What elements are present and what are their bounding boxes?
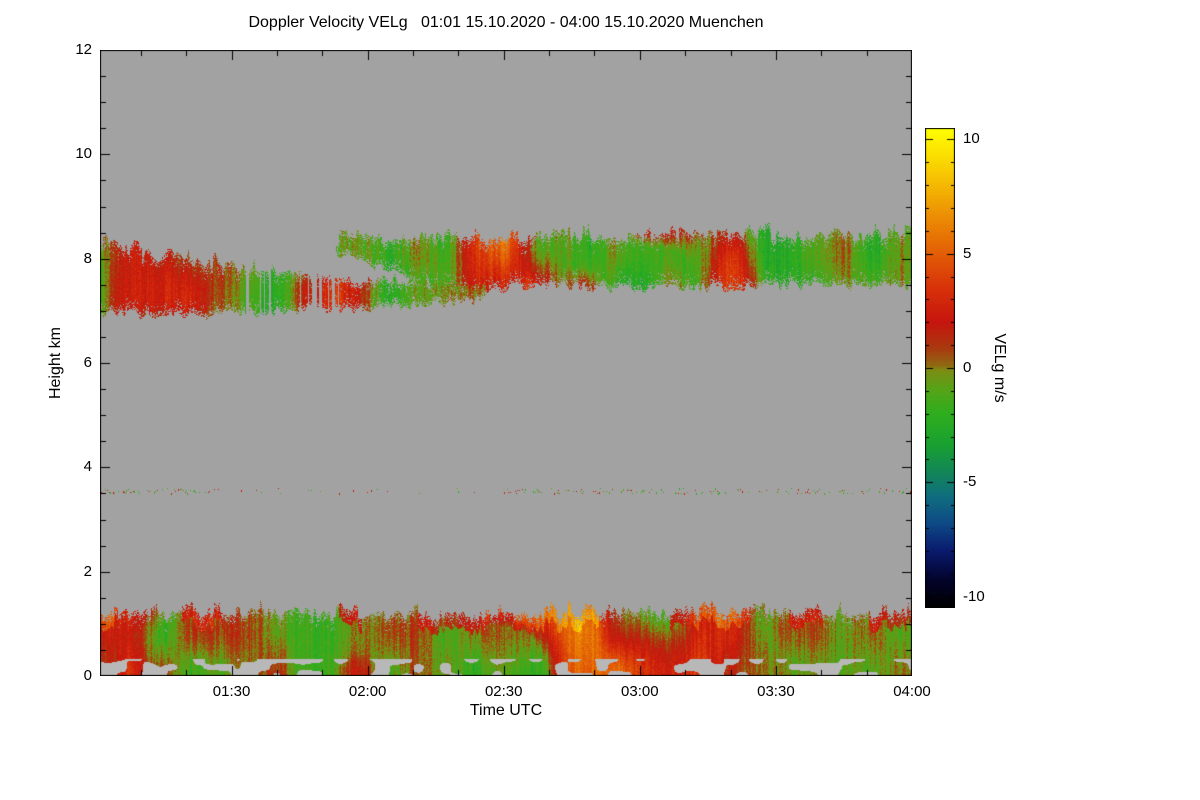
colorbar-tick-label: 5 <box>963 244 972 262</box>
x-tick-label: 02:00 <box>348 683 387 700</box>
colorbar-canvas <box>925 128 955 608</box>
x-tick-label: 01:30 <box>212 683 251 700</box>
x-tick-label: 03:30 <box>757 683 795 700</box>
colorbar-tick-label: 0 <box>963 359 972 376</box>
y-tick-label: 10 <box>75 145 92 163</box>
y-tick-label: 4 <box>83 458 92 476</box>
colorbar-tick-label: -5 <box>963 473 977 491</box>
heatmap-plot-canvas <box>100 50 912 676</box>
y-tick-label: 2 <box>83 562 92 580</box>
y-tick-label: 12 <box>75 41 92 58</box>
y-tick-label: 0 <box>83 667 92 684</box>
x-axis-label: Time UTC <box>469 702 543 719</box>
x-tick-label: 04:00 <box>893 683 931 700</box>
x-tick-label: 03:00 <box>621 683 659 700</box>
x-tick-label: 02:30 <box>484 683 523 700</box>
y-tick-label: 8 <box>83 249 92 267</box>
chart-title: Doppler Velocity VELg 01:01 15.10.2020 -… <box>248 14 764 31</box>
colorbar-tick-label: 10 <box>963 130 980 148</box>
colorbar-tick-label: -10 <box>963 587 985 605</box>
y-tick-label: 6 <box>83 354 92 371</box>
